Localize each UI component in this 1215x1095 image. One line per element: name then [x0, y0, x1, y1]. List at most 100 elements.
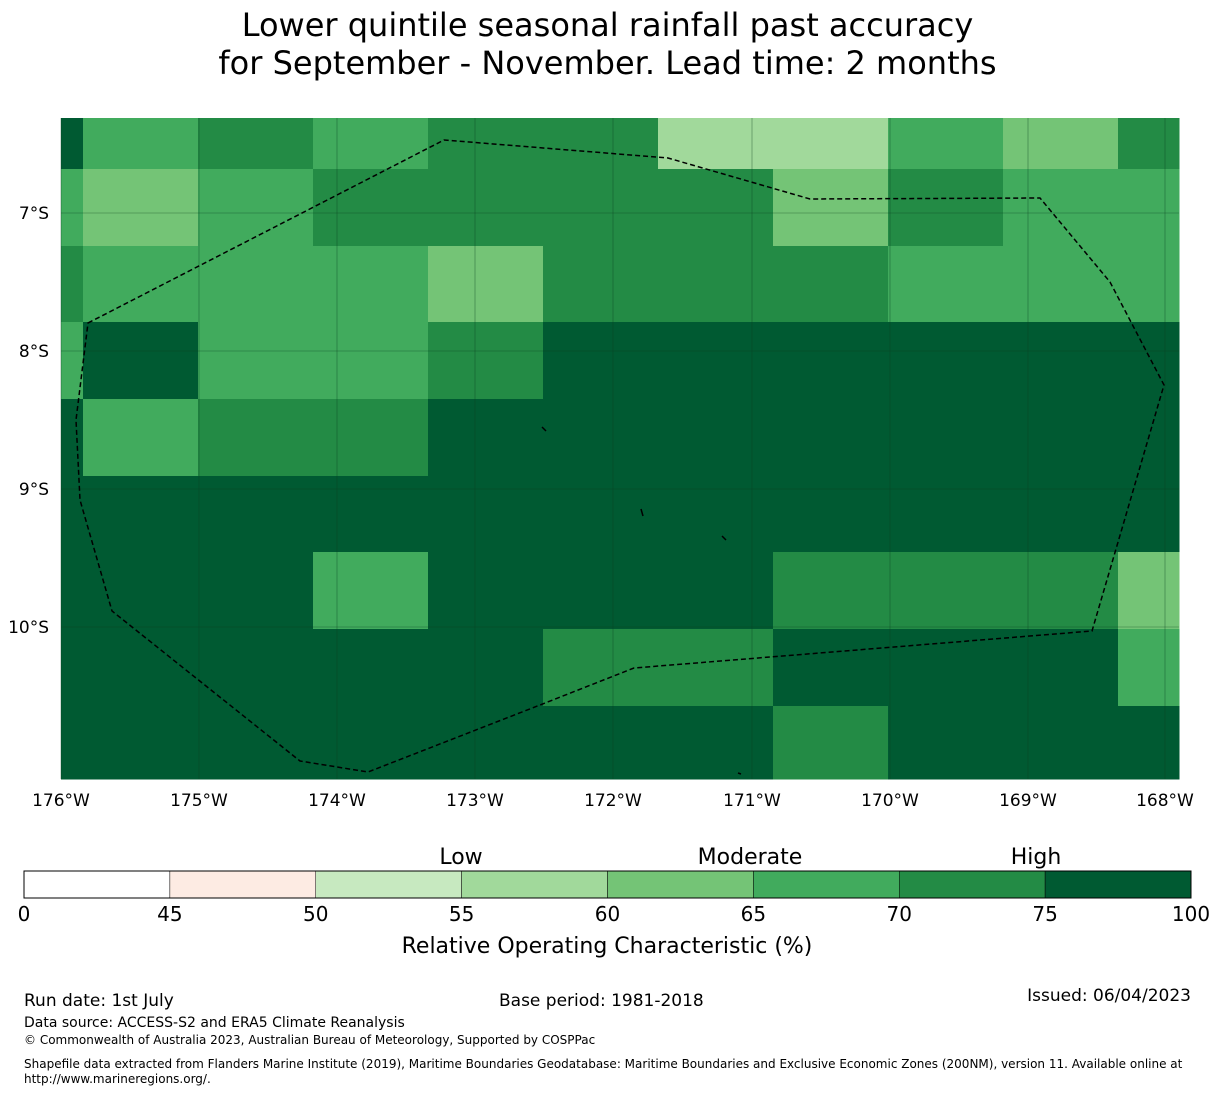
grid-cell — [658, 118, 774, 170]
grid-cell — [83, 552, 199, 630]
grid-cell — [1118, 629, 1180, 707]
grid-cell — [543, 169, 659, 247]
base-period: Base period: 1981-2018 — [499, 991, 704, 1011]
colorbar-label: Relative Operating Characteristic (%) — [402, 934, 813, 959]
colorbar-tick-label: 100 — [1172, 902, 1210, 926]
shapefile-credit-line-2: http://www.marineregions.org/. — [24, 1072, 211, 1086]
grid-cell — [1118, 706, 1180, 780]
grid-cell — [1003, 118, 1119, 170]
grid-cell — [428, 476, 544, 553]
grid-cell — [313, 552, 429, 630]
grid-cell — [428, 322, 544, 400]
grid-cell — [313, 629, 429, 707]
grid-cell — [773, 169, 889, 247]
colorbar-tick-label: 50 — [303, 902, 328, 926]
grid-cell — [773, 476, 889, 553]
map-figure: 176°W 175°W 174°W 173°W 172°W 171°W 170°W 169°W… — [8, 118, 1210, 959]
grid-cell — [773, 399, 889, 477]
grid-cell — [313, 118, 429, 170]
colorbar-bin — [753, 870, 900, 899]
colorbar-bin — [607, 870, 754, 899]
grid-cell — [888, 246, 1004, 323]
grid-cell — [1118, 169, 1180, 247]
copyright: © Commonwealth of Australia 2023, Austra… — [24, 1033, 596, 1047]
island-marks — [541, 426, 742, 775]
grid-cell — [61, 399, 84, 477]
grid-cell — [773, 118, 889, 170]
grid-cell — [428, 706, 544, 780]
colorbar-tick-label: 45 — [157, 902, 182, 926]
grid-cell — [198, 552, 314, 630]
grid-cell — [658, 629, 774, 707]
grid-cell — [198, 246, 314, 323]
grid-cell — [428, 629, 544, 707]
grid-cell — [658, 169, 774, 247]
grid-cell — [61, 706, 84, 780]
grid-cell — [313, 476, 429, 553]
grid-cell — [1003, 246, 1119, 323]
latitude-tick-labels: 7°S 8°S 9°S 10°S — [8, 204, 49, 638]
grid-cell — [428, 399, 544, 477]
grid-cell — [313, 322, 429, 400]
grid-cell — [658, 706, 774, 780]
grid-cell — [83, 399, 199, 477]
grid-cell — [313, 706, 429, 780]
grid-cell — [543, 706, 659, 780]
colorbar-bin — [1044, 870, 1192, 899]
grid-cell — [1118, 322, 1180, 400]
island-mark — [640, 508, 644, 517]
grid-cell — [658, 399, 774, 477]
colorbar-bin — [23, 870, 171, 899]
issued-date: Issued: 06/04/2023 — [1027, 986, 1191, 1006]
island-mark — [541, 426, 547, 432]
grid-cell — [1003, 322, 1119, 400]
grid-cell — [1118, 118, 1180, 170]
grid-cell — [198, 629, 314, 707]
grid-cell — [61, 322, 84, 400]
grid-cell — [1118, 552, 1180, 630]
grid-cell — [543, 246, 659, 323]
grid-cell — [1118, 246, 1180, 323]
grid-cell — [83, 118, 199, 170]
colorbar-bin — [169, 870, 316, 899]
grid-cell — [1003, 706, 1119, 780]
lon-tick-label: 168°W — [1136, 791, 1194, 811]
grid-cell — [1118, 476, 1180, 553]
grid-cell — [658, 476, 774, 553]
grid-cell — [658, 552, 774, 630]
category-low-label: Low — [439, 845, 482, 870]
grid-cell — [658, 322, 774, 400]
map-title-line-1: Lower quintile seasonal rainfall past ac… — [241, 6, 974, 44]
lon-tick-label: 174°W — [308, 791, 366, 811]
category-moderate-label: Moderate — [698, 845, 803, 870]
island-mark — [721, 535, 727, 541]
category-high-label: High — [1011, 845, 1062, 870]
grid-cell — [1003, 399, 1119, 477]
grid-cell — [61, 629, 84, 707]
grid-cell — [313, 399, 429, 477]
grid-cell — [1003, 552, 1119, 630]
grid-cell — [888, 169, 1004, 247]
grid-cell — [888, 399, 1004, 477]
lon-tick-label: 170°W — [861, 791, 919, 811]
grid-cell — [888, 322, 1004, 400]
grid-cell — [1003, 476, 1119, 553]
data-source: Data source: ACCESS-S2 and ERA5 Climate … — [24, 1015, 405, 1031]
grid-cell — [543, 118, 659, 170]
grid-cell — [313, 246, 429, 323]
grid-cell — [428, 552, 544, 630]
lat-lon-gridlines — [60, 118, 1179, 779]
accuracy-grid — [61, 118, 1180, 780]
grid-cell — [83, 169, 199, 247]
grid-cell — [888, 706, 1004, 780]
colorbar-bin — [315, 870, 462, 899]
grid-cell — [198, 322, 314, 400]
grid-cell — [83, 246, 199, 323]
grid-cell — [83, 476, 199, 553]
grid-cell — [543, 322, 659, 400]
colorbar-tick-label: 60 — [595, 902, 620, 926]
colorbar-tick-labels: 0 45 50 55 60 65 70 75 100 — [18, 902, 1210, 926]
lon-tick-label: 175°W — [170, 791, 228, 811]
colorbar — [23, 870, 1192, 899]
grid-cell — [83, 706, 199, 780]
